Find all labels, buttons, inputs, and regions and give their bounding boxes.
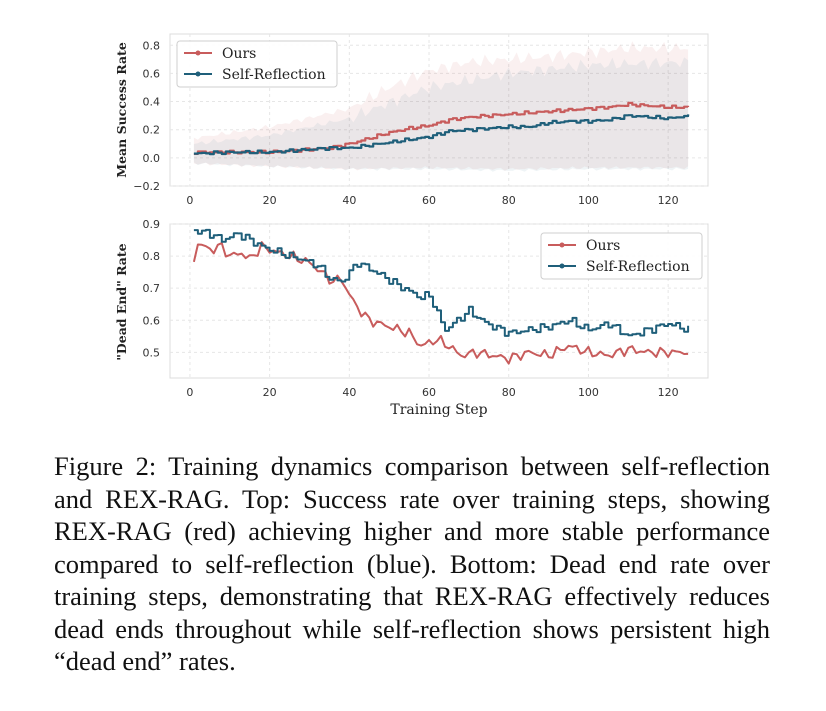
- legend-box: [540, 232, 703, 280]
- figure-caption: Figure 2: Training dynamics comparison b…: [54, 451, 770, 676]
- series-line-self-reflection: [193, 228, 690, 337]
- training-dynamics-figure: −0.2 0.0 0.2 0.4 0.6 0.8 0 20 40 60 80 100 120 Mean…: [114, 33, 709, 418]
- success-rate-panel: −0.2 0.0 0.2 0.4 0.6 0.8 0 20 40 60 80 100 120 Mean…: [114, 33, 709, 207]
- std-bands: [193, 41, 689, 172]
- series-lines: [193, 101, 690, 156]
- x-tick-label: 60: [422, 194, 436, 207]
- y-tick-labels: −0.2 0.0 0.2 0.4 0.6 0.8: [133, 39, 160, 193]
- y-tick-labels: 0.5 0.6 0.7 0.8 0.9: [143, 218, 161, 359]
- y-tick-label: 0.7: [143, 282, 161, 295]
- legend-marker: [195, 50, 201, 56]
- legend-marker: [559, 242, 565, 248]
- y-tick-label: 0.9: [143, 218, 161, 231]
- x-axis-label: Training Step: [390, 402, 487, 418]
- legend-label: Self-Reflection: [222, 67, 326, 83]
- y-tick-label: 0.0: [143, 152, 161, 165]
- x-tick-labels: 0 20 40 60 80 100 120: [186, 386, 678, 399]
- x-tick-label: 100: [578, 386, 599, 399]
- x-tick-label: 60: [422, 386, 436, 399]
- legend-marker: [195, 71, 201, 77]
- legend-label: Self-Reflection: [586, 259, 690, 275]
- y-tick-label: 0.8: [143, 250, 161, 263]
- y-tick-label: −0.2: [133, 180, 160, 193]
- x-tick-label: 100: [578, 194, 599, 207]
- y-tick-label: 0.5: [143, 346, 161, 359]
- x-tick-label: 120: [658, 386, 679, 399]
- x-tick-label: 40: [342, 194, 356, 207]
- std-band-ours: [193, 41, 689, 171]
- x-tick-label: 80: [502, 194, 516, 207]
- legend: Ours Self-Reflection: [540, 232, 703, 280]
- series-line-self-reflection: [193, 114, 690, 156]
- x-tick-label: 20: [263, 194, 277, 207]
- y-tick-label: 0.6: [143, 67, 161, 80]
- legend-label: Ours: [222, 46, 256, 62]
- y-tick-label: 0.6: [143, 314, 161, 327]
- legend-box: [176, 40, 338, 88]
- x-tick-label: 20: [263, 386, 277, 399]
- y-tick-label: 0.8: [143, 39, 161, 52]
- x-tick-label: 80: [502, 386, 516, 399]
- x-tick-label: 40: [342, 386, 356, 399]
- y-tick-label: 0.2: [143, 124, 161, 137]
- y-tick-label: 0.4: [143, 96, 161, 109]
- legend-label: Ours: [586, 238, 620, 254]
- series-lines: [192, 228, 690, 365]
- y-axis-label: "Dead End" Rate: [114, 243, 129, 360]
- std-band-self-reflection: [193, 57, 689, 172]
- x-tick-labels: 0 20 40 60 80 100 120: [186, 194, 678, 207]
- legend-marker: [559, 263, 565, 269]
- y-axis-label: Mean Success Rate: [114, 42, 129, 178]
- x-tick-label: 0: [186, 386, 193, 399]
- x-tick-label: 120: [658, 194, 679, 207]
- dead-end-rate-panel: 0.5 0.6 0.7 0.8 0.9 0 20 40 60 80 100 120 "Dead En…: [114, 218, 709, 418]
- legend: Ours Self-Reflection: [176, 40, 338, 88]
- series-line-ours: [192, 241, 689, 365]
- x-tick-label: 0: [186, 194, 193, 207]
